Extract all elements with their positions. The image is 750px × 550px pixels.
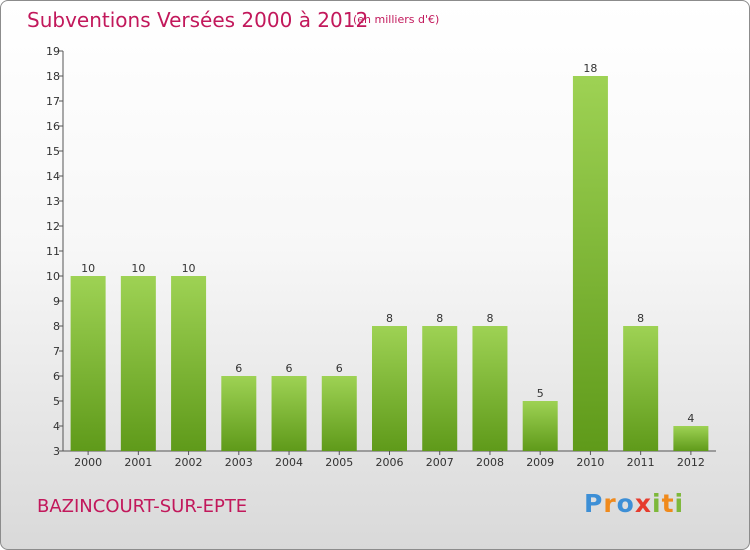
y-tick-label: 17 xyxy=(46,95,60,108)
x-tick-label: 2010 xyxy=(576,456,604,469)
bar xyxy=(221,376,257,451)
y-tick-label: 5 xyxy=(53,395,60,408)
y-tick-label: 7 xyxy=(53,345,60,358)
bar-value-label: 6 xyxy=(336,362,343,375)
y-tick-label: 19 xyxy=(46,45,60,58)
bar xyxy=(171,276,207,451)
y-tick-label: 14 xyxy=(46,170,60,183)
bar-value-label: 5 xyxy=(537,387,544,400)
bar xyxy=(522,401,558,451)
commune-name: BAZINCOURT-SUR-EPTE xyxy=(37,496,248,517)
x-tick-label: 2009 xyxy=(526,456,554,469)
y-tick-label: 11 xyxy=(46,245,60,258)
logo-letter: r xyxy=(603,489,617,518)
y-tick-label: 18 xyxy=(46,70,60,83)
bar-value-label: 8 xyxy=(386,312,393,325)
y-tick-label: 13 xyxy=(46,195,60,208)
bar-value-label: 6 xyxy=(235,362,242,375)
bar-value-label: 8 xyxy=(486,312,493,325)
bar-value-label: 10 xyxy=(81,262,95,275)
x-tick-label: 2003 xyxy=(225,456,253,469)
bar xyxy=(271,376,307,451)
bar-value-label: 6 xyxy=(286,362,293,375)
y-tick-label: 15 xyxy=(46,145,60,158)
x-tick-label: 2001 xyxy=(124,456,152,469)
y-tick-label: 9 xyxy=(53,295,60,308)
chart-title: Subventions Versées 2000 à 2012 xyxy=(27,8,369,32)
bar xyxy=(422,326,458,451)
logo-letter: i xyxy=(674,489,685,518)
bar xyxy=(70,276,106,451)
bar xyxy=(673,426,709,451)
bar xyxy=(120,276,156,451)
bar-value-label: 10 xyxy=(131,262,145,275)
bar-value-label: 10 xyxy=(182,262,196,275)
x-tick-label: 2007 xyxy=(426,456,454,469)
y-tick-label: 3 xyxy=(53,445,60,458)
y-tick-label: 12 xyxy=(46,220,60,233)
chart-subtitle: (en milliers d'€) xyxy=(353,13,440,26)
bar xyxy=(372,326,407,451)
x-tick-label: 2011 xyxy=(627,456,655,469)
x-tick-label: 2000 xyxy=(74,456,102,469)
logo-letter: x xyxy=(634,489,652,518)
bar-value-label: 8 xyxy=(436,312,443,325)
bar xyxy=(472,326,508,451)
x-tick-label: 2004 xyxy=(275,456,303,469)
logo-letter: t xyxy=(661,489,675,518)
y-tick-label: 6 xyxy=(53,370,60,383)
bar-value-label: 8 xyxy=(637,312,644,325)
x-tick-label: 2002 xyxy=(175,456,203,469)
x-tick-label: 2008 xyxy=(476,456,504,469)
bar xyxy=(572,76,608,451)
x-tick-label: 2005 xyxy=(325,456,353,469)
bar-value-label: 18 xyxy=(583,62,597,75)
y-tick-label: 10 xyxy=(46,270,60,283)
y-tick-label: 16 xyxy=(46,120,60,133)
bar xyxy=(321,376,357,451)
y-tick-label: 4 xyxy=(53,420,60,433)
y-tick-label: 8 xyxy=(53,320,60,333)
x-tick-label: 2006 xyxy=(376,456,404,469)
bar xyxy=(623,326,659,451)
proxiti-logo[interactable]: Proxiti xyxy=(584,489,684,518)
logo-letter: i xyxy=(652,489,662,518)
bar-value-label: 4 xyxy=(687,412,694,425)
x-tick-label: 2012 xyxy=(677,456,705,469)
logo-letter: P xyxy=(584,489,604,518)
logo-letter: o xyxy=(616,489,635,518)
